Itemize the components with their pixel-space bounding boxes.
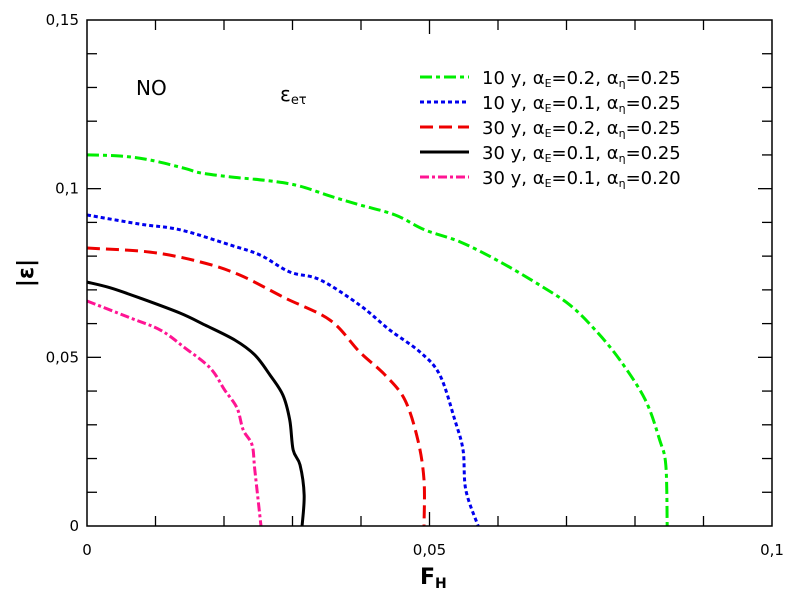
x-tick-label: 0,05	[413, 541, 446, 559]
series-line-5	[86, 299, 263, 527]
legend-label: 30 y, αE=0.2, αη=0.25	[482, 118, 681, 140]
legend: 10 y, αE=0.2, αη=0.25 10 y, αE=0.1, αη=0.…	[420, 68, 681, 190]
legend-label: 30 y, αE=0.1, αη=0.20	[482, 168, 681, 190]
legend-label: 10 y, αE=0.1, αη=0.25	[482, 93, 681, 115]
y-axis-label: |ε|	[14, 259, 39, 287]
annotation-epsilon-etau: εeτ	[280, 82, 307, 108]
y-tick-label: 0,05	[46, 348, 79, 366]
y-tick-label: 0,15	[46, 11, 79, 29]
tick-labels: 0 0,05 0,1 0 0,05 0,1 0,15	[46, 11, 784, 559]
y-tick-label: 0,1	[55, 180, 79, 198]
legend-label: 30 y, αE=0.1, αη=0.25	[482, 143, 681, 165]
series-line-3	[86, 246, 426, 527]
series-line-1	[86, 153, 669, 527]
plot-frame	[86, 19, 773, 527]
legend-label: 10 y, αE=0.2, αη=0.25	[482, 68, 681, 90]
x-tick-label: 0	[82, 541, 92, 559]
series-line-4	[86, 280, 306, 527]
x-tick-label: 0,1	[760, 541, 784, 559]
series-line-2	[86, 213, 480, 527]
x-axis-label: FH	[420, 565, 447, 592]
plot-series	[86, 153, 669, 527]
annotation-no: NO	[136, 76, 167, 100]
y-tick-label: 0	[69, 517, 79, 535]
